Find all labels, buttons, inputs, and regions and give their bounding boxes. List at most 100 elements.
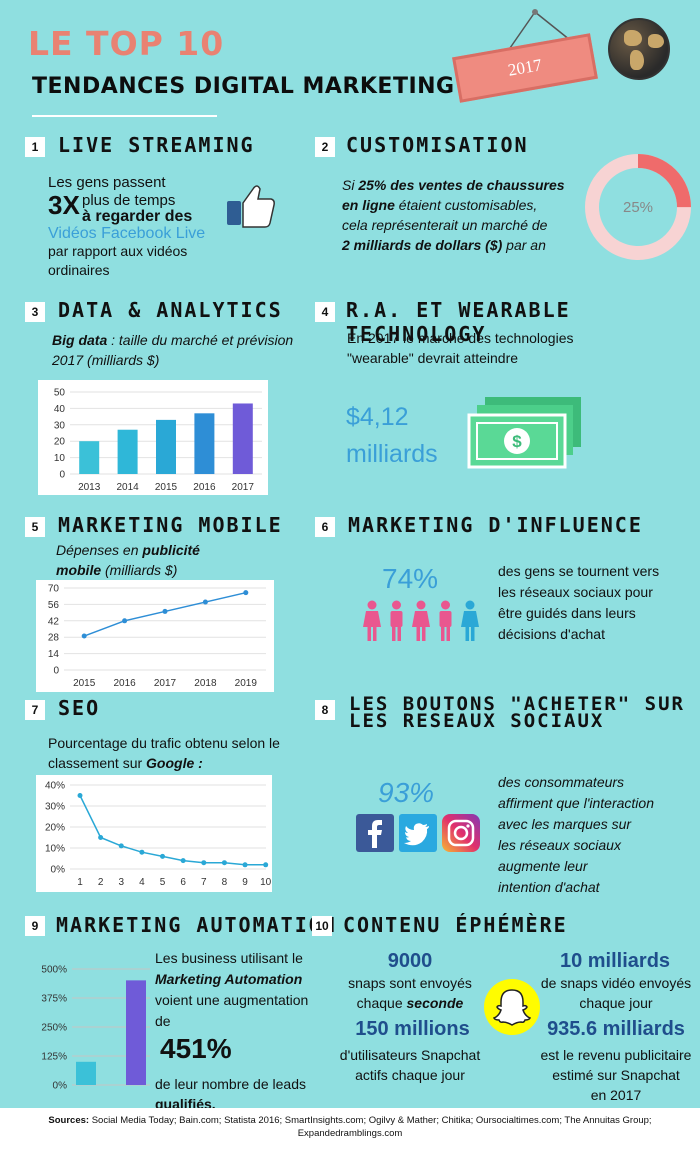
s6-line3: être guidés dans leurs bbox=[498, 605, 636, 621]
s10-c-line1: d'utilisateurs Snapchat bbox=[339, 1047, 481, 1063]
person-icon bbox=[439, 600, 452, 641]
x-tick-label: 2016 bbox=[113, 678, 136, 689]
person-icon bbox=[363, 600, 381, 641]
section-number: 3 bbox=[25, 302, 45, 322]
globe-icon bbox=[608, 18, 670, 80]
x-tick-label: 2015 bbox=[73, 678, 96, 689]
section-title: LIVE STREAMING bbox=[58, 133, 255, 157]
section-number: 7 bbox=[25, 700, 45, 720]
y-tick-label: 56 bbox=[48, 600, 60, 611]
section-title: DATA & ANALYTICS bbox=[58, 298, 283, 322]
y-tick-label: 10% bbox=[45, 844, 65, 855]
year-sign-label: 2017 bbox=[506, 55, 544, 80]
x-tick-label: 8 bbox=[222, 877, 228, 888]
x-tick-label: 1 bbox=[77, 877, 83, 888]
s10-b-line2: chaque jour bbox=[579, 995, 653, 1011]
s6-line4: décisions d'achat bbox=[498, 626, 605, 642]
sources-footer: Sources: Social Media Today; Bain.com; S… bbox=[0, 1110, 700, 1150]
s10-a-line1: snaps sont envoyés bbox=[348, 975, 472, 991]
y-tick-label: 50 bbox=[54, 388, 66, 399]
s1-line5: par rapport aux vidéos bbox=[48, 243, 188, 259]
section-number: 1 bbox=[25, 137, 45, 157]
s1-big-stat: 3X bbox=[48, 190, 80, 220]
s4-amount: $4,12 bbox=[346, 403, 409, 431]
s2-line3: cela représenterait un marché de bbox=[342, 217, 548, 233]
x-tick-label: 2019 bbox=[235, 678, 258, 689]
s6-line2: les réseaux sociaux pour bbox=[498, 584, 653, 600]
data-point bbox=[202, 599, 208, 605]
svg-text:$: $ bbox=[512, 432, 522, 451]
s1-line1: Les gens passent bbox=[48, 174, 166, 191]
data-point bbox=[98, 835, 104, 840]
data-point bbox=[160, 853, 166, 859]
x-tick-label: 7 bbox=[201, 877, 207, 888]
s9-line1: Les business utilisant le bbox=[155, 950, 303, 966]
x-tick-label: 2017 bbox=[232, 482, 255, 493]
x-tick-label: 6 bbox=[180, 877, 186, 888]
series-line bbox=[79, 795, 266, 866]
s9-line4: de bbox=[155, 1013, 171, 1029]
x-tick-label: 2014 bbox=[116, 482, 139, 493]
y-tick-label: 28 bbox=[48, 633, 60, 644]
section-number: 10 bbox=[312, 916, 332, 936]
s2-line4: 2 milliards de dollars ($) par an bbox=[342, 237, 546, 253]
instagram-icon bbox=[442, 814, 480, 852]
s8-line2: affirment que l'interaction bbox=[498, 795, 654, 811]
section-number: 5 bbox=[25, 517, 45, 537]
person-icon bbox=[390, 600, 403, 641]
section-title: CONTENU ÉPHÉMÈRE bbox=[343, 913, 568, 937]
footer-divider bbox=[0, 1108, 700, 1110]
x-tick-label: 3 bbox=[118, 877, 124, 888]
page-supertitle: LE TOP 10 bbox=[28, 24, 225, 63]
data-point bbox=[243, 590, 249, 596]
twitter-icon bbox=[399, 814, 437, 852]
x-tick-label: 2018 bbox=[194, 678, 217, 689]
s8-line4: les réseaux sociaux bbox=[498, 837, 621, 853]
mobile-line-chart: 0 14 28 42 56 70 2015 2016 2017 2018 2019 bbox=[36, 580, 274, 692]
data-point bbox=[221, 860, 227, 866]
s10-d-value: 935.6 milliards bbox=[547, 1018, 685, 1040]
automation-bar-chart: 0% 125% 250% 375% 500% bbox=[41, 965, 150, 1092]
bar bbox=[232, 403, 253, 474]
s3-subtitle: Big data : taille du marché et prévision bbox=[52, 332, 294, 348]
y-tick-label: 0% bbox=[51, 865, 66, 876]
data-point bbox=[263, 862, 269, 868]
s3-subtitle-2: 2017 (milliards $) bbox=[52, 352, 160, 368]
y-tick-label: 125% bbox=[41, 1052, 67, 1063]
s10-b-value: 10 milliards bbox=[559, 950, 671, 972]
y-tick-label: 20% bbox=[45, 823, 65, 834]
data-point bbox=[77, 793, 83, 798]
section-number: 2 bbox=[315, 137, 335, 157]
s5-subtitle-2: mobile (milliards $) bbox=[56, 562, 178, 578]
s8-line5: augmente leur bbox=[498, 858, 588, 874]
donut-arc bbox=[585, 154, 691, 260]
s9-line5: de leur nombre de leads bbox=[155, 1076, 306, 1092]
big-data-bar-chart: 0 10 20 30 40 50 2013 2014 2015 2016 2017 bbox=[38, 380, 268, 495]
y-tick-label: 0 bbox=[59, 470, 65, 481]
s10-a-line2: chaque seconde bbox=[356, 995, 464, 1011]
s1-line3: à regarder des bbox=[82, 208, 193, 225]
y-tick-label: 0% bbox=[53, 1081, 68, 1092]
bar bbox=[76, 1061, 96, 1085]
section-number: 9 bbox=[25, 916, 45, 936]
s8-line6: intention d'achat bbox=[498, 879, 600, 895]
title-underline bbox=[32, 115, 217, 117]
s5-subtitle-1: Dépenses en publicité bbox=[56, 542, 200, 558]
sign-string bbox=[509, 9, 571, 49]
y-tick-label: 30% bbox=[45, 802, 65, 813]
section-title: R.A. ET WEARABLE TECHNOLOGY bbox=[346, 298, 571, 346]
y-tick-label: 40% bbox=[45, 781, 65, 792]
s2-line2: en ligne étaient customisables, bbox=[342, 197, 538, 213]
x-tick-label: 2015 bbox=[155, 482, 178, 493]
series-line bbox=[83, 591, 246, 637]
data-point bbox=[122, 618, 128, 624]
section-number: 6 bbox=[315, 517, 335, 537]
s9-line2: Marketing Automation bbox=[155, 971, 303, 987]
s1-line2: plus de temps bbox=[82, 192, 176, 209]
page-title: TENDANCES DIGITAL MARKETING bbox=[32, 74, 455, 99]
data-point bbox=[139, 849, 145, 855]
s6-line1: des gens se tournent vers bbox=[498, 563, 660, 579]
x-tick-label: 2017 bbox=[154, 678, 177, 689]
s8-line3: avec les marques sur bbox=[498, 816, 632, 832]
y-tick-label: 20 bbox=[54, 437, 66, 448]
